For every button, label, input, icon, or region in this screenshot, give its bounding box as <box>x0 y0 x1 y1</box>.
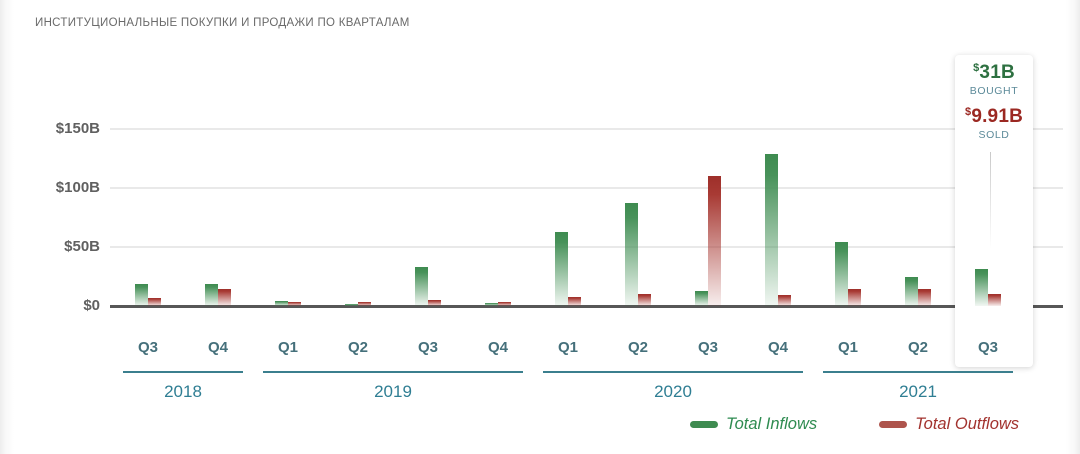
x-axis-label-Q2-2020: Q2 <box>627 339 648 356</box>
legend-outflows-label: Total Outflows <box>915 415 1020 433</box>
x-axis-label-Q3-2021: Q3 <box>977 339 998 356</box>
bar-inflow-Q3-2021[interactable] <box>975 269 988 306</box>
bar-outflow-Q1-2021[interactable] <box>848 289 861 306</box>
year-underline-2021 <box>823 371 1013 373</box>
crosshair-line <box>990 152 991 249</box>
chart-title: ИНСТИТУЦИОНАЛЬНЫЕ ПОКУПКИ И ПРОДАЖИ ПО К… <box>35 17 410 29</box>
x-axis-label-Q1-2021: Q1 <box>837 339 858 356</box>
x-axis-label-Q4-2019: Q4 <box>487 339 508 356</box>
legend-inflows-label: Total Inflows <box>726 415 818 433</box>
bar-inflow-Q4-2019[interactable] <box>485 302 498 306</box>
page-left-margin <box>0 0 14 454</box>
bar-outflow-Q2-2019[interactable] <box>358 301 371 306</box>
tooltip-sold-value: $9.91B <box>964 106 1024 128</box>
bar-outflow-Q4-2019[interactable] <box>498 302 511 306</box>
x-axis-label-Q3-2019: Q3 <box>417 339 438 356</box>
tooltip: $31B BOUGHT $9.91B SOLD <box>955 62 1033 142</box>
legend-item-inflows[interactable]: Total Inflows <box>690 415 817 434</box>
gridline-150B <box>110 128 1063 130</box>
bar-inflow-Q3-2020[interactable] <box>695 291 708 306</box>
bar-inflow-Q2-2021[interactable] <box>905 276 918 306</box>
bar-outflow-Q3-2021[interactable] <box>988 294 1001 306</box>
bar-outflow-Q2-2021[interactable] <box>918 289 931 306</box>
hover-highlight-column <box>955 55 1033 367</box>
bar-outflow-Q3-2020[interactable] <box>708 176 721 306</box>
bar-inflow-Q2-2019[interactable] <box>345 303 358 306</box>
tooltip-bought-label: BOUGHT <box>969 84 1019 97</box>
bar-outflow-Q2-2020[interactable] <box>638 294 651 306</box>
year-underline-2020 <box>543 371 803 373</box>
x-axis-label-Q3-2020: Q3 <box>697 339 718 356</box>
year-underline-2019 <box>263 371 523 373</box>
gridline-100B <box>110 187 1063 189</box>
bar-outflow-Q1-2020[interactable] <box>568 297 581 306</box>
tooltip-sold-currency: $ <box>964 106 972 119</box>
year-label-2019: 2019 <box>374 382 412 401</box>
bar-outflow-Q3-2019[interactable] <box>428 299 441 306</box>
tooltip-sold-label: SOLD <box>978 129 1010 142</box>
x-axis-baseline <box>110 305 1063 308</box>
bar-inflow-Q1-2021[interactable] <box>835 242 848 306</box>
y-axis-tick-label: $50B <box>64 238 100 255</box>
y-axis-tick-label: $0 <box>83 297 100 314</box>
y-axis-tick-label: $150B <box>55 120 100 137</box>
bar-inflow-Q1-2020[interactable] <box>555 231 568 306</box>
y-axis-tick-label: $100B <box>55 179 100 196</box>
page-right-margin <box>1066 0 1080 454</box>
gridline-50B <box>110 246 1063 248</box>
bar-inflow-Q4-2018[interactable] <box>205 283 218 306</box>
tooltip-bought-currency: $ <box>973 62 980 74</box>
year-underline-2018 <box>123 371 243 373</box>
year-label-2021: 2021 <box>899 382 937 401</box>
outflow-swatch-icon <box>879 421 908 428</box>
legend-item-outflows[interactable]: Total Outflows <box>879 415 1019 434</box>
bar-inflow-Q3-2018[interactable] <box>135 283 148 306</box>
bar-inflow-Q3-2019[interactable] <box>415 267 428 306</box>
bar-outflow-Q4-2020[interactable] <box>778 295 791 306</box>
x-axis-label-Q2-2019: Q2 <box>347 339 368 356</box>
x-axis-label-Q3-2018: Q3 <box>137 339 158 356</box>
bar-inflow-Q2-2020[interactable] <box>625 203 638 306</box>
bar-outflow-Q3-2018[interactable] <box>148 297 161 306</box>
tooltip-bought-value: $31B <box>973 62 1015 83</box>
x-axis-label-Q2-2021: Q2 <box>907 339 928 356</box>
legend: Total Inflows Total Outflows <box>690 415 1019 434</box>
x-axis-label-Q4-2018: Q4 <box>207 339 228 356</box>
year-label-2018: 2018 <box>164 382 202 401</box>
bar-inflow-Q1-2019[interactable] <box>275 301 288 306</box>
bar-outflow-Q1-2019[interactable] <box>288 302 301 306</box>
bar-outflow-Q4-2018[interactable] <box>218 289 231 306</box>
year-label-2020: 2020 <box>654 382 692 401</box>
bar-inflow-Q4-2020[interactable] <box>765 153 778 306</box>
x-axis-label-Q1-2019: Q1 <box>277 339 298 356</box>
x-axis-label-Q4-2020: Q4 <box>767 339 788 356</box>
inflow-swatch-icon <box>690 421 718 428</box>
x-axis-label-Q1-2020: Q1 <box>557 339 578 356</box>
